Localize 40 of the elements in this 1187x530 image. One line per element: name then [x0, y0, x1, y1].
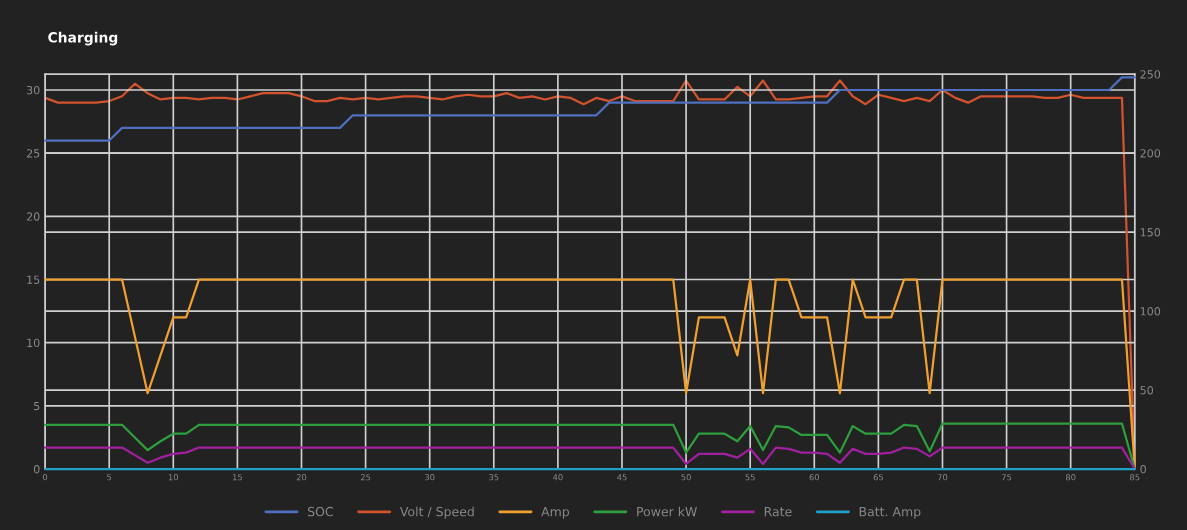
- y-tick-label: 20: [26, 212, 40, 221]
- y-tick-label: 30: [26, 85, 40, 95]
- x-tick-label: 80: [1065, 474, 1076, 481]
- y-tick-label: 10: [27, 338, 40, 348]
- legend-label: Power kW: [637, 506, 697, 517]
- x-tick-label: 40: [553, 474, 563, 481]
- y-tick-label: 25: [26, 149, 40, 158]
- line-series: [44, 278, 1136, 471]
- x-tick-label: 65: [873, 474, 883, 481]
- x-tick-label: 20: [296, 474, 307, 481]
- x-tick-label: 25: [360, 474, 371, 481]
- y2-tick-label: 0: [1140, 465, 1146, 474]
- legend-label: Rate: [764, 507, 792, 517]
- x-tick-label: 75: [1001, 474, 1012, 481]
- legend-label: Amp: [541, 507, 570, 519]
- x-tick-label: 55: [745, 474, 755, 481]
- y-tick-label: 15: [27, 275, 40, 284]
- x-tick-label: 15: [233, 474, 242, 481]
- line-series: [44, 446, 1136, 471]
- x-tick-label: 60: [809, 474, 820, 481]
- chart-title: Charging: [48, 31, 118, 46]
- y-tick-label: 5: [34, 401, 40, 411]
- y2-tick-label: 200: [1140, 149, 1161, 158]
- x-tick-label: 85: [1130, 474, 1140, 481]
- y2-tick-label: 150: [1140, 228, 1161, 237]
- legend-label: Volt / Speed: [399, 506, 474, 519]
- y2-tick-label: 100: [1140, 307, 1161, 316]
- x-tick-label: 35: [489, 474, 499, 481]
- y2-tick-label: 250: [1140, 70, 1161, 79]
- x-tick-label: 0: [43, 474, 48, 481]
- legend-label: SOC: [307, 506, 333, 517]
- y-tick-label: 0: [33, 465, 40, 474]
- x-tick-label: 10: [168, 474, 179, 481]
- legend-label: Batt. Amp: [859, 507, 921, 519]
- x-tick-label: 30: [425, 474, 435, 481]
- x-tick-label: 50: [681, 474, 691, 481]
- y2-tick-label: 50: [1140, 386, 1154, 395]
- x-tick-label: 5: [107, 474, 112, 481]
- x-tick-label: 70: [937, 474, 948, 481]
- x-tick-label: 45: [617, 474, 627, 481]
